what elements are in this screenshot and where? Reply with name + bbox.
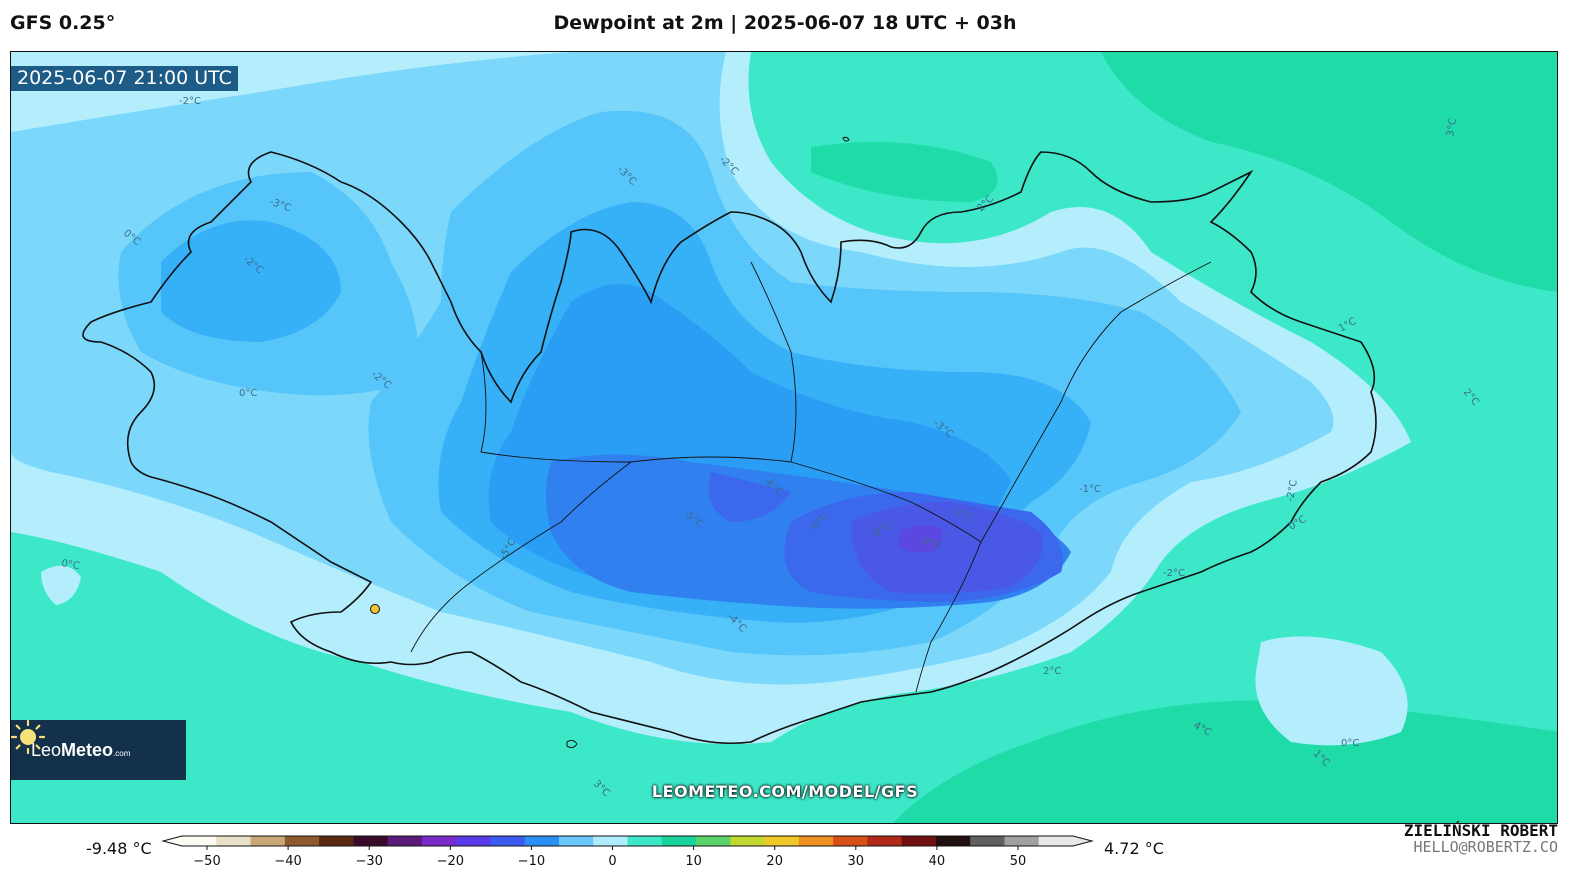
colorbar: −50 −40 −30 −20 −10 0 10 20 30 40 50 [161,835,1094,869]
chart-title: Dewpoint at 2m | 2025-06-07 18 UTC + 03h [553,12,1017,34]
band-minus8 [851,502,1043,594]
colorbar-cell [284,836,320,846]
island-2 [842,136,850,142]
model-label: GFS 0.25° [10,12,116,34]
contour-label: 0°C [1341,738,1359,749]
colorbar-tick-label: −10 [518,854,545,869]
colorbar-max-label: 4.72 °C [1104,839,1164,858]
interior-border-3 [980,261,1212,543]
colorbar-cell [798,836,834,846]
colorbar-tick-label: −20 [437,854,464,869]
interior-border-4 [915,541,982,693]
contour-label: 0°C [239,388,257,399]
contour-label: -2°C [179,96,201,107]
colorbar-tick-label: −30 [355,854,382,869]
colorbar-tick-label: 30 [848,854,865,869]
weather-map[interactable]: -2°C -3°C -2°C 2°C 3°C 0°C -3°C -2°C 0°C… [10,51,1558,824]
colorbar-outline [161,835,1094,847]
colorbar-cell [421,836,457,846]
contour-label: 3°C [1445,118,1459,138]
warm-region-ne [1101,52,1557,292]
interior-border-5 [410,461,632,653]
contour-label: -2°C [1163,568,1185,579]
author-email[interactable]: HELLO@ROBERTZ.CO [1413,838,1559,856]
dewpoint-field: -2°C -3°C -2°C 2°C 3°C 0°C -3°C -2°C 0°C… [11,52,1557,823]
colorbar-cell [456,836,491,846]
colorbar-extend-high [1073,836,1092,846]
colorbar-cell [935,836,971,846]
colorbar-cell [387,836,423,846]
colorbar-cell [216,836,252,846]
colorbar-cell [1038,836,1074,846]
cool-band-se-patch [1255,636,1408,746]
watermark-url[interactable]: LEOMETEO.COM/MODEL/GFS [651,782,919,801]
band-minus9 [898,525,943,553]
colorbar-tick-label: −50 [193,854,220,869]
logo-wordmark: LeoMeteo.com [31,739,131,760]
location-marker [370,604,380,614]
colorbar-extend-low [163,836,182,846]
colorbar-cell [833,836,868,846]
island-1 [566,739,578,749]
colorbar-cell [627,836,663,846]
colorbar-cell [696,836,731,846]
colorbar-tick-label: −40 [274,854,301,869]
colorbar-cell [319,836,354,846]
iceland-coastline [82,151,1377,745]
colorbar-min-label: -9.48 °C [86,839,152,858]
contour-label: 2°C [1043,666,1061,677]
colorbar-tick-label: 40 [929,854,946,869]
colorbar-cell [1004,836,1040,846]
author-name: ZIELIŃSKI ROBERT [1403,821,1558,840]
contour-label: 0°C [60,558,80,572]
colorbar-cell [490,836,526,846]
colorbar-cell [593,836,628,846]
colorbar-cell [970,836,1005,846]
contour-label: -1°C [1079,484,1101,495]
interior-border-1 [480,351,982,543]
colorbar-cell [901,836,937,846]
valid-time-badge: 2025-06-07 21:00 UTC [11,66,238,91]
colorbar-tick-label: 50 [1010,854,1027,869]
colorbar-tick-label: 0 [608,854,616,869]
colorbar-cell [558,836,594,846]
colorbar-cell [867,836,903,846]
colorbar-cell [353,836,389,846]
colorbar-cell [661,836,697,846]
contour-label: -2°C [1285,479,1300,503]
colorbar-cell [730,836,766,846]
colorbar-cell [250,836,286,846]
colorbar-tick-label: 10 [685,854,702,869]
cool-patch-w [41,565,81,605]
leometeo-logo[interactable]: LeoMeteo.com [11,720,186,780]
colorbar-cell [524,836,560,846]
sun-icon [11,720,45,754]
interior-border-2 [750,261,797,463]
colorbar-ticks: −50 −40 −30 −20 −10 0 10 20 30 40 50 [193,846,1026,869]
colorbar-tick-label: 20 [766,854,783,869]
warm-region-n [811,142,998,202]
colorbar-cells [163,836,1092,846]
author-credit: ZIELIŃSKI ROBERT HELLO@ROBERTZ.CO [1403,821,1559,856]
colorbar-cell [182,836,217,846]
colorbar-cell [764,836,800,846]
